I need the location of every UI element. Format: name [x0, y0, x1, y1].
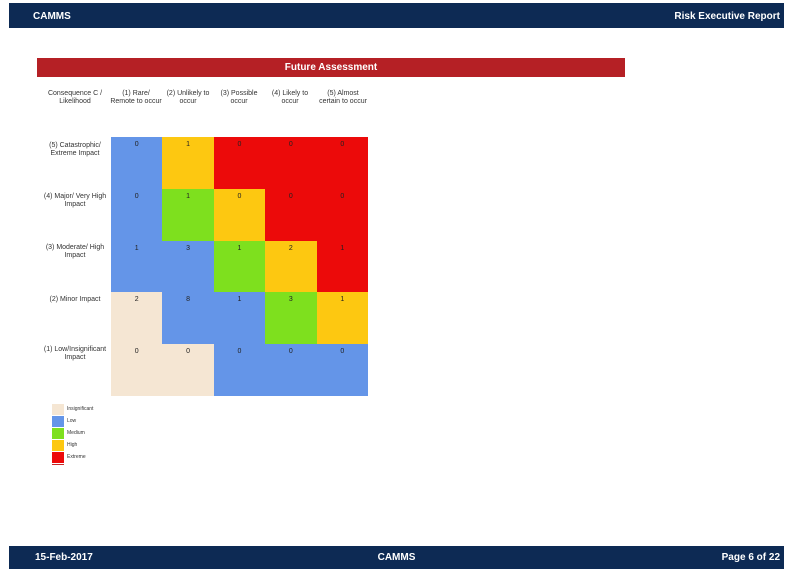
matrix-corner-label: Consequence C / Likelihood: [47, 90, 103, 105]
legend-swatch: [52, 452, 64, 463]
legend-swatch: [52, 428, 64, 439]
footer-page-number: Page 6 of 22: [721, 552, 780, 563]
matrix-cell: 0: [213, 137, 266, 189]
matrix-cell: 0: [316, 188, 368, 241]
row-label-4: (4) Major/ Very High Impact: [43, 193, 107, 208]
matrix-cell: 8: [162, 292, 214, 345]
matrix-cell: 1: [111, 240, 163, 293]
matrix-cell: 1: [213, 240, 266, 293]
row-label-1: (1) Low/Insignificant Impact: [43, 346, 107, 361]
header-report-title: Risk Executive Report: [674, 11, 780, 22]
column-header-4: (4) Likely to occur: [271, 90, 309, 105]
matrix-cell: 3: [162, 240, 214, 293]
matrix-cell: 0: [111, 344, 163, 396]
legend-swatch: [52, 416, 64, 427]
row-label-5: (5) Catastrophic/ Extreme Impact: [49, 142, 101, 157]
matrix-cell: 2: [265, 240, 317, 293]
legend-label: High: [67, 442, 78, 448]
header-app-name: CAMMS: [33, 11, 71, 22]
legend-label: Extreme: [67, 454, 86, 460]
legend-label: Insignificant: [67, 406, 94, 412]
column-header-3: (3) Possible occur: [220, 90, 258, 105]
legend-label: Low: [67, 418, 77, 424]
report-footer-bar: 15-Feb-2017 CAMMS Page 6 of 22: [9, 546, 784, 569]
matrix-cell: 1: [316, 292, 368, 345]
matrix-cell: 0: [111, 188, 163, 241]
matrix-cell: 0: [162, 344, 214, 396]
matrix-cell: 1: [213, 292, 266, 345]
matrix-cell: 0: [265, 344, 317, 396]
legend-label: Medium: [67, 430, 85, 436]
legend-swatch: [52, 404, 64, 415]
matrix-cell: 0: [111, 137, 163, 189]
column-header-5: (5) Almost certain to occur: [319, 90, 367, 105]
matrix-cell: 0: [316, 137, 368, 189]
matrix-cell: 0: [213, 188, 266, 241]
matrix-cell: 2: [111, 292, 163, 345]
matrix-cell: 0: [265, 188, 317, 241]
footer-app-name: CAMMS: [377, 552, 416, 563]
row-label-3: (3) Moderate/ High Impact: [45, 244, 105, 259]
matrix-cell: 0: [316, 344, 368, 396]
legend-underline: [52, 464, 64, 465]
matrix-cell: 0: [265, 137, 317, 189]
row-label-2: (2) Minor Impact: [49, 296, 101, 303]
footer-date: 15-Feb-2017: [35, 552, 93, 563]
section-title: Future Assessment: [37, 58, 625, 77]
column-header-2: (2) Unlikely to occur: [166, 90, 210, 105]
matrix-cell: 1: [162, 188, 214, 241]
matrix-cell: 3: [265, 292, 317, 345]
legend-swatch: [52, 440, 64, 451]
report-header-bar: CAMMS Risk Executive Report: [9, 3, 784, 28]
matrix-cell: 0: [213, 344, 266, 396]
matrix-cell: 1: [316, 240, 368, 293]
column-header-1: (1) Rare/ Remote to occur: [110, 90, 162, 105]
matrix-cell: 1: [162, 137, 214, 189]
